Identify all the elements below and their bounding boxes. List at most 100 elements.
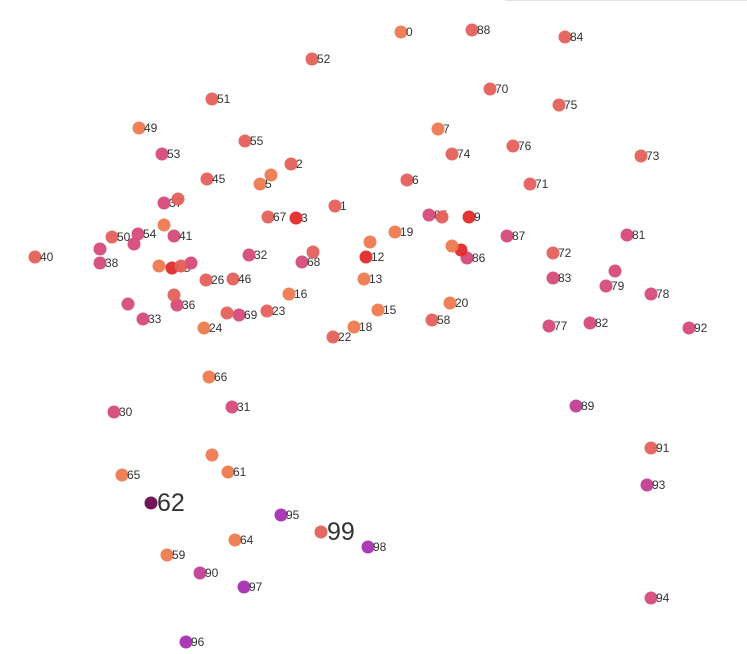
point-label-36: 36 [182, 298, 196, 312]
scatter-point-73 [634, 149, 648, 163]
point-label-95: 95 [286, 508, 300, 522]
point-label-86: 86 [472, 251, 486, 265]
point-label-45: 45 [212, 172, 226, 186]
scatter-point-unlabeled-56 [93, 242, 107, 256]
point-label-97: 97 [249, 580, 263, 594]
scatter-point-unlabeled-70 [435, 210, 449, 224]
point-label-13: 13 [369, 272, 383, 286]
scatter-point-85 [422, 208, 436, 222]
point-label-50: 50 [117, 230, 131, 244]
scatter-point-71 [523, 177, 537, 191]
scatter-point-61 [221, 465, 235, 479]
point-label-12: 12 [371, 250, 385, 264]
point-label-74: 74 [457, 147, 471, 161]
scatter-point-23 [260, 304, 274, 318]
scatter-point-79 [599, 279, 613, 293]
scatter-point-13 [357, 272, 371, 286]
point-label-59: 59 [172, 548, 186, 562]
scatter-point-46 [226, 272, 240, 286]
scatter-point-45 [200, 172, 214, 186]
point-label-52: 52 [317, 52, 331, 66]
top-edge-strip [505, 0, 747, 1]
scatter-point-91 [644, 441, 658, 455]
scatter-point-75 [552, 98, 566, 112]
point-label-91: 91 [656, 441, 670, 455]
point-label-77: 77 [554, 319, 568, 333]
point-label-1: 1 [340, 199, 347, 213]
point-label-54: 54 [143, 227, 157, 241]
point-label-38: 38 [105, 256, 119, 270]
scatter-point-30 [107, 405, 121, 419]
point-label-33: 33 [148, 312, 162, 326]
scatter-point-72 [546, 246, 560, 260]
scatter-point-unlabeled-51 [445, 239, 459, 253]
scatter-point-59 [160, 548, 174, 562]
point-label-79: 79 [611, 279, 625, 293]
point-label-68: 68 [307, 255, 321, 269]
scatter-point-58 [425, 313, 439, 327]
point-label-66: 66 [214, 370, 228, 384]
scatter-point-81 [620, 228, 634, 242]
point-label-49: 49 [144, 121, 158, 135]
scatter-point-unlabeled-38 [608, 264, 622, 278]
point-label-6: 6 [412, 173, 419, 187]
point-label-20: 20 [455, 296, 469, 310]
scatter-point-26 [199, 273, 213, 287]
point-label-64: 64 [240, 533, 254, 547]
scatter-point-5 [253, 177, 267, 191]
point-label-96: 96 [191, 635, 205, 649]
scatter-point-76 [506, 139, 520, 153]
scatter-point-unlabeled-63 [127, 237, 141, 251]
scatter-point-unlabeled-74 [171, 192, 185, 206]
scatter-point-unlabeled-46 [174, 259, 188, 273]
point-label-94: 94 [656, 591, 670, 605]
point-label-75: 75 [564, 98, 578, 112]
point-label-40: 40 [40, 250, 54, 264]
scatter-point-unlabeled-48 [306, 245, 320, 259]
scatter-point-99 [314, 525, 328, 539]
scatter-point-37 [157, 196, 171, 210]
scatter-point-41 [167, 229, 181, 243]
scatter-point-24 [197, 321, 211, 335]
scatter-point-unlabeled-45 [184, 256, 198, 270]
point-label-71: 71 [535, 177, 549, 191]
scatter-point-32 [242, 248, 256, 262]
scatter-point-52 [305, 52, 319, 66]
point-label-24: 24 [209, 321, 223, 335]
point-label-61: 61 [233, 465, 247, 479]
scatter-point-97 [237, 580, 251, 594]
scatter-point-12 [359, 250, 373, 264]
point-label-23: 23 [272, 304, 286, 318]
scatter-point-31 [225, 400, 239, 414]
point-label-22: 22 [338, 330, 352, 344]
scatter-point-84 [558, 30, 572, 44]
point-label-84: 84 [570, 30, 584, 44]
scatter-point-51 [205, 92, 219, 106]
scatter-point-82 [583, 316, 597, 330]
point-label-76: 76 [518, 139, 532, 153]
scatter-point-20 [443, 296, 457, 310]
scatter-point-38 [93, 256, 107, 270]
scatter-point-15 [371, 303, 385, 317]
scatter-point-unlabeled-66 [157, 218, 171, 232]
scatter-point-69 [232, 308, 246, 322]
point-label-93: 93 [652, 478, 666, 492]
scatter-point-unlabeled-76 [264, 168, 278, 182]
scatter-point-33 [136, 312, 150, 326]
scatter-point-96 [179, 635, 193, 649]
point-label-73: 73 [646, 149, 660, 163]
point-label-87: 87 [512, 229, 526, 243]
scatter-point-9 [462, 210, 476, 224]
scatter-point-18 [347, 320, 361, 334]
point-label-31: 31 [237, 400, 251, 414]
point-label-16: 16 [294, 287, 308, 301]
scatter-point-90 [193, 566, 207, 580]
scatter-point-2 [284, 157, 298, 171]
point-label-99: 99 [327, 518, 355, 546]
scatter-point-54 [131, 227, 145, 241]
point-label-0: 0 [406, 25, 413, 39]
scatter-point-7 [431, 122, 445, 136]
scatter-point-93 [640, 478, 654, 492]
point-label-65: 65 [127, 468, 141, 482]
scatter-point-40 [28, 250, 42, 264]
